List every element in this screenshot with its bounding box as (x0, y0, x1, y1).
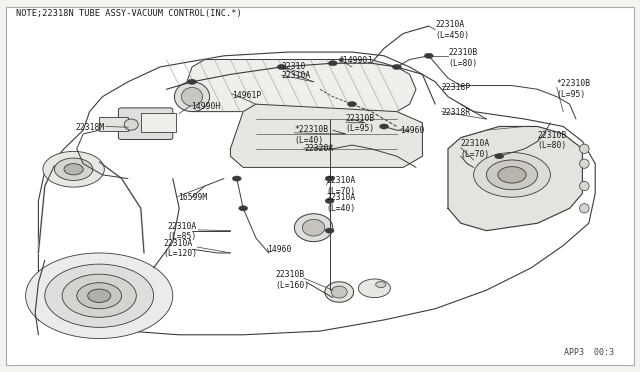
Text: *22310B
(L=40): *22310B (L=40) (294, 125, 328, 145)
Polygon shape (230, 104, 422, 167)
Circle shape (64, 164, 83, 175)
Ellipse shape (332, 286, 348, 298)
Circle shape (43, 151, 104, 187)
Circle shape (348, 102, 356, 107)
Circle shape (424, 53, 433, 58)
Text: 22310B
(L=80): 22310B (L=80) (448, 48, 477, 68)
Circle shape (45, 264, 154, 327)
Bar (141, 113, 176, 132)
Ellipse shape (580, 159, 589, 168)
Ellipse shape (580, 204, 589, 213)
Polygon shape (179, 60, 416, 112)
Text: APP3  00:3: APP3 00:3 (564, 348, 614, 357)
Text: 14961P: 14961P (232, 91, 261, 100)
Circle shape (325, 228, 334, 233)
Circle shape (495, 154, 504, 159)
Circle shape (498, 167, 526, 183)
Circle shape (376, 282, 386, 288)
Circle shape (239, 206, 248, 211)
Ellipse shape (174, 82, 210, 112)
Ellipse shape (124, 119, 138, 130)
Circle shape (26, 253, 173, 339)
Ellipse shape (182, 87, 202, 106)
Text: #14990J: #14990J (339, 56, 373, 65)
Circle shape (232, 176, 241, 181)
Circle shape (328, 61, 337, 66)
Text: 22310A
(L=70): 22310A (L=70) (326, 176, 356, 196)
Circle shape (325, 176, 334, 181)
Bar (99, 117, 128, 131)
Ellipse shape (580, 144, 589, 154)
Circle shape (62, 274, 136, 317)
Ellipse shape (294, 214, 333, 242)
Circle shape (88, 289, 111, 302)
Text: 22320A: 22320A (304, 144, 333, 153)
Circle shape (277, 64, 286, 70)
Circle shape (392, 64, 401, 70)
Circle shape (54, 158, 93, 180)
Text: 22318R: 22318R (442, 108, 471, 117)
Circle shape (486, 160, 538, 190)
Text: 22310B
(L=160): 22310B (L=160) (275, 270, 309, 290)
Text: *22310B
(L=95): *22310B (L=95) (557, 79, 591, 99)
Text: 22310A: 22310A (282, 71, 311, 80)
Text: NOTE;22318N TUBE ASSY-VACUUM CONTROL(INC.*): NOTE;22318N TUBE ASSY-VACUUM CONTROL(INC… (16, 9, 242, 18)
Text: 22310A
(L=120): 22310A (L=120) (163, 238, 197, 259)
Text: 14990H: 14990H (191, 102, 220, 111)
Text: 22310A
(L=40): 22310A (L=40) (326, 193, 356, 213)
Circle shape (474, 153, 550, 197)
Text: 22310: 22310 (282, 62, 306, 71)
Polygon shape (448, 126, 582, 231)
Circle shape (358, 279, 390, 298)
Text: 22310A
(L=450): 22310A (L=450) (435, 20, 469, 40)
Text: 14960: 14960 (400, 126, 424, 135)
Ellipse shape (580, 182, 589, 191)
Polygon shape (38, 52, 595, 335)
Text: 22310B
(L=95): 22310B (L=95) (346, 113, 375, 134)
Text: 16599M: 16599M (178, 193, 207, 202)
Circle shape (188, 79, 196, 84)
Text: 22318P: 22318P (442, 83, 471, 92)
Circle shape (77, 283, 122, 309)
Circle shape (325, 198, 334, 203)
FancyBboxPatch shape (118, 108, 173, 140)
Text: 22310A
(L=85): 22310A (L=85) (168, 221, 197, 241)
Text: 22310A
(L=70): 22310A (L=70) (461, 139, 490, 159)
Text: 22318M: 22318M (76, 123, 105, 132)
Text: 14960: 14960 (268, 245, 292, 254)
Circle shape (380, 124, 388, 129)
Ellipse shape (325, 282, 354, 302)
Ellipse shape (303, 219, 325, 236)
Text: 22310B
(L=80): 22310B (L=80) (538, 131, 567, 151)
